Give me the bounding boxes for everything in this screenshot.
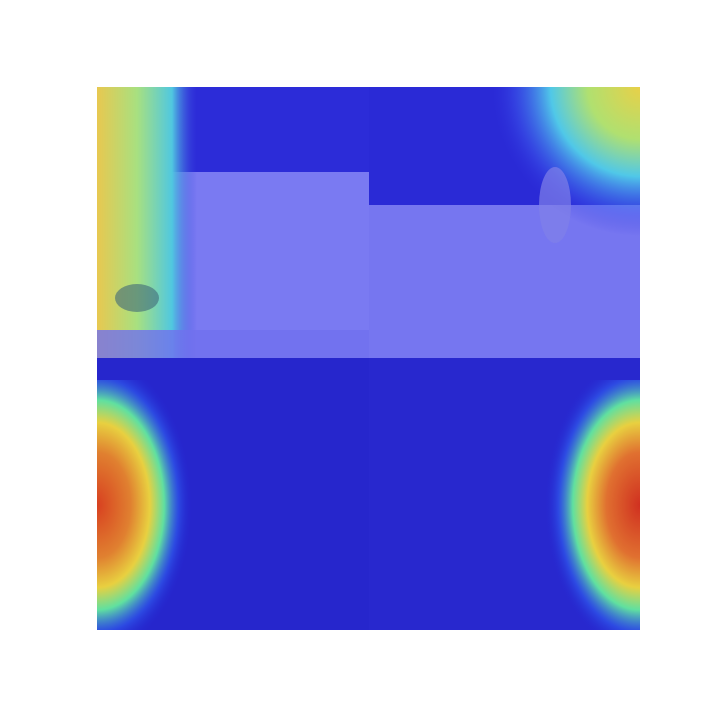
paw bbox=[115, 284, 159, 312]
floor bbox=[97, 330, 369, 358]
heat-region bbox=[369, 87, 640, 358]
heat-region bbox=[97, 87, 197, 358]
heat-region bbox=[97, 380, 257, 630]
leg bbox=[539, 167, 571, 243]
heat-region bbox=[480, 380, 640, 630]
floor bbox=[170, 172, 369, 358]
